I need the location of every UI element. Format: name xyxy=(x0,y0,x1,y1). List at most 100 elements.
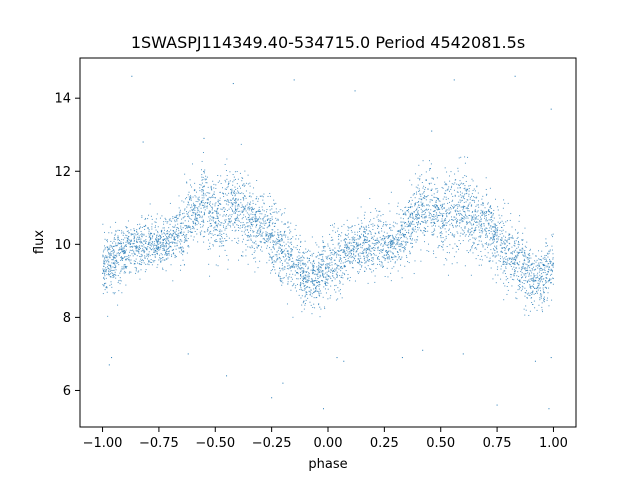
data-point xyxy=(163,227,165,229)
data-point xyxy=(401,241,403,243)
data-point xyxy=(514,257,516,259)
data-point xyxy=(549,261,551,263)
data-point xyxy=(185,211,187,213)
data-point xyxy=(414,239,416,241)
data-point xyxy=(469,221,471,223)
data-point xyxy=(260,195,262,197)
data-point xyxy=(198,209,200,211)
data-point xyxy=(338,259,340,261)
data-point xyxy=(217,216,219,218)
data-point xyxy=(315,279,317,281)
data-point xyxy=(327,256,328,258)
data-point xyxy=(439,232,441,234)
data-point xyxy=(134,233,136,235)
data-point xyxy=(161,229,163,231)
data-point xyxy=(290,241,292,243)
data-point xyxy=(203,207,205,209)
data-point xyxy=(359,227,361,229)
data-point xyxy=(463,195,465,197)
data-point xyxy=(112,273,114,275)
data-point xyxy=(432,177,434,179)
data-point xyxy=(460,156,462,158)
data-point xyxy=(392,236,394,238)
data-point xyxy=(145,247,147,249)
data-point xyxy=(126,235,128,237)
data-point xyxy=(267,226,269,228)
data-point xyxy=(335,256,337,258)
data-point xyxy=(259,227,261,229)
data-point xyxy=(480,204,482,206)
data-point xyxy=(123,233,125,235)
data-point xyxy=(189,230,191,232)
data-point xyxy=(221,240,223,242)
data-point xyxy=(248,225,250,227)
data-point xyxy=(318,264,320,266)
data-point xyxy=(473,243,475,245)
data-point xyxy=(365,241,367,243)
data-point xyxy=(227,201,229,203)
data-point xyxy=(435,205,437,207)
data-point xyxy=(191,227,193,229)
data-point xyxy=(327,278,329,280)
data-point xyxy=(242,184,244,186)
data-point xyxy=(474,242,476,244)
data-point xyxy=(423,230,425,232)
data-point xyxy=(198,222,200,224)
data-point xyxy=(227,184,229,186)
data-point xyxy=(452,206,454,208)
data-point xyxy=(382,245,384,247)
data-point xyxy=(323,245,325,247)
data-point xyxy=(214,228,216,230)
data-point xyxy=(236,205,238,207)
data-point xyxy=(334,251,336,253)
data-point xyxy=(479,212,481,214)
data-point xyxy=(416,214,418,216)
data-point xyxy=(244,216,246,218)
data-point xyxy=(259,210,261,212)
data-point xyxy=(295,247,297,249)
data-point xyxy=(287,278,289,280)
data-point xyxy=(215,228,217,230)
data-point xyxy=(219,233,221,235)
data-point xyxy=(443,264,445,266)
data-point xyxy=(493,238,495,240)
data-point xyxy=(283,223,285,225)
data-point xyxy=(321,280,323,282)
data-point xyxy=(431,177,433,179)
data-point xyxy=(305,277,307,279)
data-point xyxy=(370,238,372,240)
data-point xyxy=(130,240,132,242)
data-point xyxy=(522,243,524,245)
data-point xyxy=(542,278,544,280)
data-point xyxy=(111,250,113,252)
data-point xyxy=(234,222,236,224)
data-point xyxy=(508,237,510,239)
data-point xyxy=(255,236,257,238)
data-point xyxy=(256,235,258,237)
data-point xyxy=(453,183,455,185)
data-point xyxy=(469,229,471,231)
data-point xyxy=(320,254,322,256)
data-point xyxy=(326,279,328,281)
data-point xyxy=(350,230,352,232)
data-point xyxy=(401,243,403,245)
data-point xyxy=(260,222,262,224)
data-point xyxy=(316,266,318,268)
data-point xyxy=(447,188,449,190)
data-point xyxy=(288,264,290,266)
data-point xyxy=(315,273,317,275)
data-point xyxy=(129,251,131,253)
data-point xyxy=(331,271,333,273)
data-point xyxy=(415,202,417,204)
data-point xyxy=(354,255,356,257)
data-point xyxy=(378,220,380,222)
data-point xyxy=(427,225,429,227)
data-point xyxy=(495,198,496,200)
data-point xyxy=(448,186,450,188)
data-point xyxy=(319,276,321,278)
data-point xyxy=(493,217,495,219)
data-point xyxy=(516,254,518,256)
data-point xyxy=(387,261,389,263)
data-point xyxy=(141,245,143,247)
data-point xyxy=(391,243,393,245)
